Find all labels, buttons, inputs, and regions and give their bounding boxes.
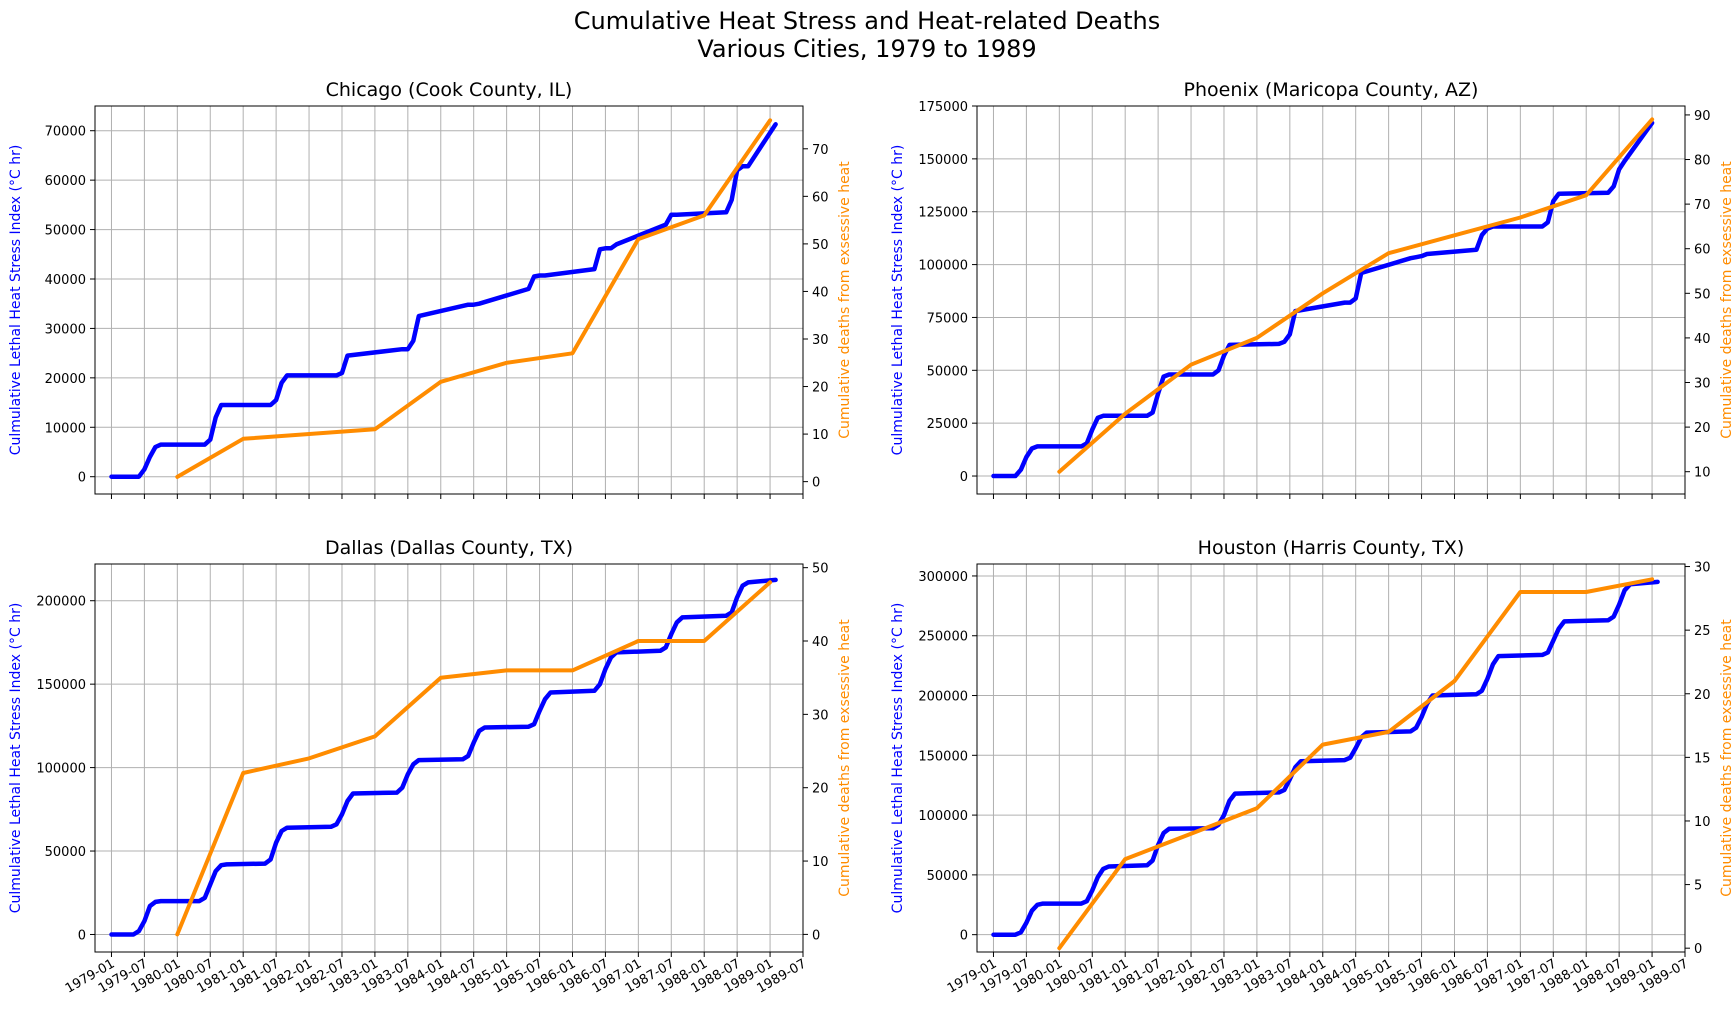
y-left-tick-label: 40000 xyxy=(45,273,86,288)
y-left-label: Culmulative Lethal Heat Stress Index (°C… xyxy=(8,603,24,914)
y-left-tick-label: 0 xyxy=(960,470,968,485)
y-right-tick-label: 0 xyxy=(812,476,820,491)
y-left-tick-label: 0 xyxy=(960,929,968,944)
plot-frame xyxy=(94,563,804,953)
deaths-line xyxy=(1057,577,1655,951)
plot-frame xyxy=(94,105,804,495)
y-right-tick-label: 10 xyxy=(812,855,829,870)
heat-stress-line xyxy=(991,120,1655,479)
y-left-tick-label: 30000 xyxy=(45,322,86,337)
heat-stress-line xyxy=(109,122,778,479)
y-left-tick-label: 250000 xyxy=(918,630,968,645)
y-left-tick-label: 200000 xyxy=(918,690,968,705)
chart-panel: 0 10000 20000 30000 40000 50000 60000 70000 0 10 2… xyxy=(8,79,853,499)
y-right-tick-label: 50 xyxy=(812,238,829,253)
chart-panel: 1979-011979-071980-011980-071981-011981-… xyxy=(890,537,1735,997)
y-left-tick-label: 50000 xyxy=(45,845,86,860)
deaths-line xyxy=(175,580,773,937)
y-right-tick-label: 20 xyxy=(1694,688,1711,703)
y-right-tick-label: 10 xyxy=(1694,815,1711,830)
y-left-tick-label: 50000 xyxy=(927,869,968,884)
y-left-label: Culmulative Lethal Heat Stress Index (°C… xyxy=(890,603,906,914)
y-right-tick-label: 30 xyxy=(812,333,829,348)
y-left-tick-label: 10000 xyxy=(45,421,86,436)
y-left-tick-label: 300000 xyxy=(918,570,968,585)
figure-title-line2: Various Cities, 1979 to 1989 xyxy=(697,35,1036,63)
panel-title: Houston (Harris County, TX) xyxy=(1198,537,1465,559)
y-left-tick-label: 0 xyxy=(78,471,86,486)
y-right-tick-label: 50 xyxy=(812,562,829,577)
y-right-tick-label: 40 xyxy=(1694,332,1711,347)
y-right-tick-label: 40 xyxy=(812,285,829,300)
y-left-label: Culmulative Lethal Heat Stress Index (°C… xyxy=(890,145,906,456)
y-right-tick-label: 30 xyxy=(1694,377,1711,392)
y-right-tick-label: 80 xyxy=(1694,154,1711,169)
y-right-tick-label: 60 xyxy=(812,190,829,205)
y-right-tick-label: 20 xyxy=(812,782,829,797)
y-left-tick-label: 50000 xyxy=(45,224,86,239)
y-right-label: Cumulative deaths from exsessive heat xyxy=(837,161,853,439)
y-left-tick-label: 175000 xyxy=(918,100,968,115)
y-right-tick-label: 15 xyxy=(1694,751,1711,766)
y-left-tick-label: 150000 xyxy=(918,749,968,764)
deaths-line xyxy=(1057,117,1655,474)
y-left-tick-label: 150000 xyxy=(918,153,968,168)
y-right-label: Cumulative deaths from exsessive heat xyxy=(1719,619,1735,897)
y-left-tick-label: 100000 xyxy=(918,259,968,274)
panel-title: Phoenix (Maricopa County, AZ) xyxy=(1184,79,1479,101)
plot-frame xyxy=(976,105,1686,495)
y-right-label: Cumulative deaths from exsessive heat xyxy=(1719,161,1735,439)
y-right-tick-label: 50 xyxy=(1694,287,1711,302)
y-right-tick-label: 10 xyxy=(812,428,829,443)
panel-title: Chicago (Cook County, IL) xyxy=(326,79,573,101)
y-right-tick-label: 0 xyxy=(1694,942,1702,957)
y-left-tick-label: 100000 xyxy=(36,762,86,777)
y-right-label: Cumulative deaths from exsessive heat xyxy=(837,619,853,897)
y-right-tick-label: 10 xyxy=(1694,466,1711,481)
y-left-tick-label: 50000 xyxy=(927,364,968,379)
heat-stress-line xyxy=(109,577,778,937)
y-right-tick-label: 70 xyxy=(1694,198,1711,213)
y-right-tick-label: 20 xyxy=(1694,421,1711,436)
y-left-label: Culmulative Lethal Heat Stress Index (°C… xyxy=(8,145,24,456)
plot-frame xyxy=(976,563,1686,953)
y-right-tick-label: 25 xyxy=(1694,624,1711,639)
y-left-tick-label: 60000 xyxy=(45,174,86,189)
figure-title-line1: Cumulative Heat Stress and Heat-related … xyxy=(574,7,1161,35)
y-right-tick-label: 0 xyxy=(812,928,820,943)
y-right-tick-label: 5 xyxy=(1694,879,1702,894)
y-right-tick-label: 70 xyxy=(812,143,829,158)
y-right-tick-label: 30 xyxy=(812,708,829,723)
y-left-tick-label: 125000 xyxy=(918,206,968,221)
chart-panel: 1979-011979-071980-011980-071981-011981-… xyxy=(8,537,853,997)
panels: 0100002000030000400005000060000700000102… xyxy=(8,79,1735,997)
y-left-tick-label: 0 xyxy=(78,928,86,943)
panel-title: Dallas (Dallas County, TX) xyxy=(325,537,573,559)
y-right-tick-label: 20 xyxy=(812,381,829,396)
y-left-tick-label: 70000 xyxy=(45,125,86,140)
y-left-tick-label: 75000 xyxy=(927,311,968,326)
y-left-tick-label: 150000 xyxy=(36,678,86,693)
y-right-tick-label: 40 xyxy=(812,635,829,650)
chart-panel: 0 25000 50000 75000 100000 125000 150000 175000… xyxy=(890,79,1735,499)
deaths-line xyxy=(175,118,773,479)
y-left-tick-label: 20000 xyxy=(45,372,86,387)
y-left-tick-label: 200000 xyxy=(36,595,86,610)
heat-stress-line xyxy=(991,579,1660,937)
y-right-tick-label: 30 xyxy=(1694,561,1711,576)
y-right-tick-label: 60 xyxy=(1694,243,1711,258)
y-left-tick-label: 25000 xyxy=(927,417,968,432)
y-right-tick-label: 90 xyxy=(1694,109,1711,124)
y-left-tick-label: 100000 xyxy=(918,809,968,824)
